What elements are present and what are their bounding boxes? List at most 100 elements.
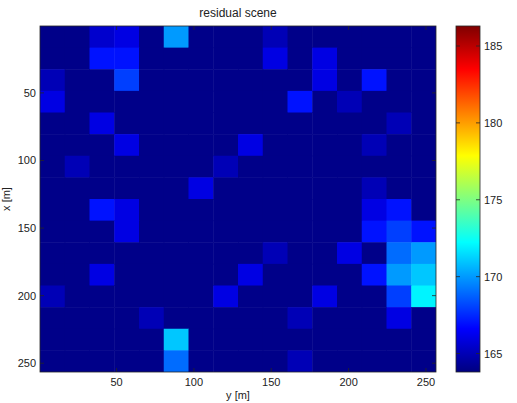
cell <box>114 26 139 48</box>
cell <box>387 221 412 243</box>
cell <box>164 134 189 156</box>
colorbar-tick <box>456 199 460 200</box>
cell <box>164 264 189 286</box>
cell <box>411 199 436 221</box>
cell <box>90 199 115 221</box>
tick-label: 200 <box>339 376 357 388</box>
cell <box>362 350 387 372</box>
cell <box>189 307 214 329</box>
cell <box>337 69 362 91</box>
cell <box>139 177 164 199</box>
cell <box>65 48 90 70</box>
cell <box>90 264 115 286</box>
cell <box>139 134 164 156</box>
cell <box>387 69 412 91</box>
cell <box>164 242 189 264</box>
cell <box>164 350 189 372</box>
cells <box>40 26 436 372</box>
cell <box>139 113 164 135</box>
cell <box>288 91 313 113</box>
cell <box>362 307 387 329</box>
cell <box>139 242 164 264</box>
cell <box>288 221 313 243</box>
cell <box>189 156 214 178</box>
axis-title: x [m] <box>0 187 12 211</box>
colorbar-tick <box>476 199 480 200</box>
cell <box>238 307 263 329</box>
cell <box>411 177 436 199</box>
cell <box>312 91 337 113</box>
cell <box>90 26 115 48</box>
cell <box>40 329 65 351</box>
cell <box>114 134 139 156</box>
cell <box>288 69 313 91</box>
cell <box>411 26 436 48</box>
cell <box>387 199 412 221</box>
cell <box>288 350 313 372</box>
cell <box>65 156 90 178</box>
tick <box>40 92 44 93</box>
cell <box>387 264 412 286</box>
cell <box>411 242 436 264</box>
cell <box>164 69 189 91</box>
tick <box>432 92 436 93</box>
cell <box>40 134 65 156</box>
cell <box>139 91 164 113</box>
colorbar-tick <box>456 45 460 46</box>
tick <box>425 26 426 30</box>
cell <box>362 221 387 243</box>
tick <box>40 160 44 161</box>
tick <box>40 295 44 296</box>
cell <box>189 113 214 135</box>
cell <box>40 26 65 48</box>
cell <box>164 329 189 351</box>
cell <box>312 286 337 308</box>
cell <box>65 286 90 308</box>
cell <box>288 264 313 286</box>
cell <box>288 177 313 199</box>
cell <box>164 26 189 48</box>
cell <box>387 242 412 264</box>
cell <box>114 329 139 351</box>
cell <box>164 91 189 113</box>
cell <box>362 286 387 308</box>
cell <box>40 264 65 286</box>
cell <box>164 221 189 243</box>
cell <box>139 329 164 351</box>
cell <box>312 113 337 135</box>
cell <box>288 156 313 178</box>
cell <box>263 242 288 264</box>
cell <box>411 113 436 135</box>
tick-label: 100 <box>18 154 36 166</box>
cell <box>65 113 90 135</box>
cell <box>362 199 387 221</box>
cell <box>387 48 412 70</box>
cell <box>189 221 214 243</box>
cell <box>411 264 436 286</box>
cell <box>362 177 387 199</box>
cell <box>139 156 164 178</box>
cell <box>90 177 115 199</box>
cell <box>40 177 65 199</box>
cell <box>238 113 263 135</box>
cell <box>312 177 337 199</box>
cell <box>337 156 362 178</box>
cell <box>337 199 362 221</box>
cell <box>189 199 214 221</box>
cell <box>114 307 139 329</box>
tick <box>40 363 44 364</box>
cell <box>411 134 436 156</box>
cell <box>263 91 288 113</box>
cell <box>238 48 263 70</box>
tick-label: 150 <box>262 376 280 388</box>
cell <box>263 113 288 135</box>
tick-label: 250 <box>417 376 435 388</box>
colorbar-tick <box>476 276 480 277</box>
cell <box>114 286 139 308</box>
cell <box>312 329 337 351</box>
tick <box>348 368 349 372</box>
cell <box>213 48 238 70</box>
cell <box>312 221 337 243</box>
cell <box>40 48 65 70</box>
cell <box>337 307 362 329</box>
